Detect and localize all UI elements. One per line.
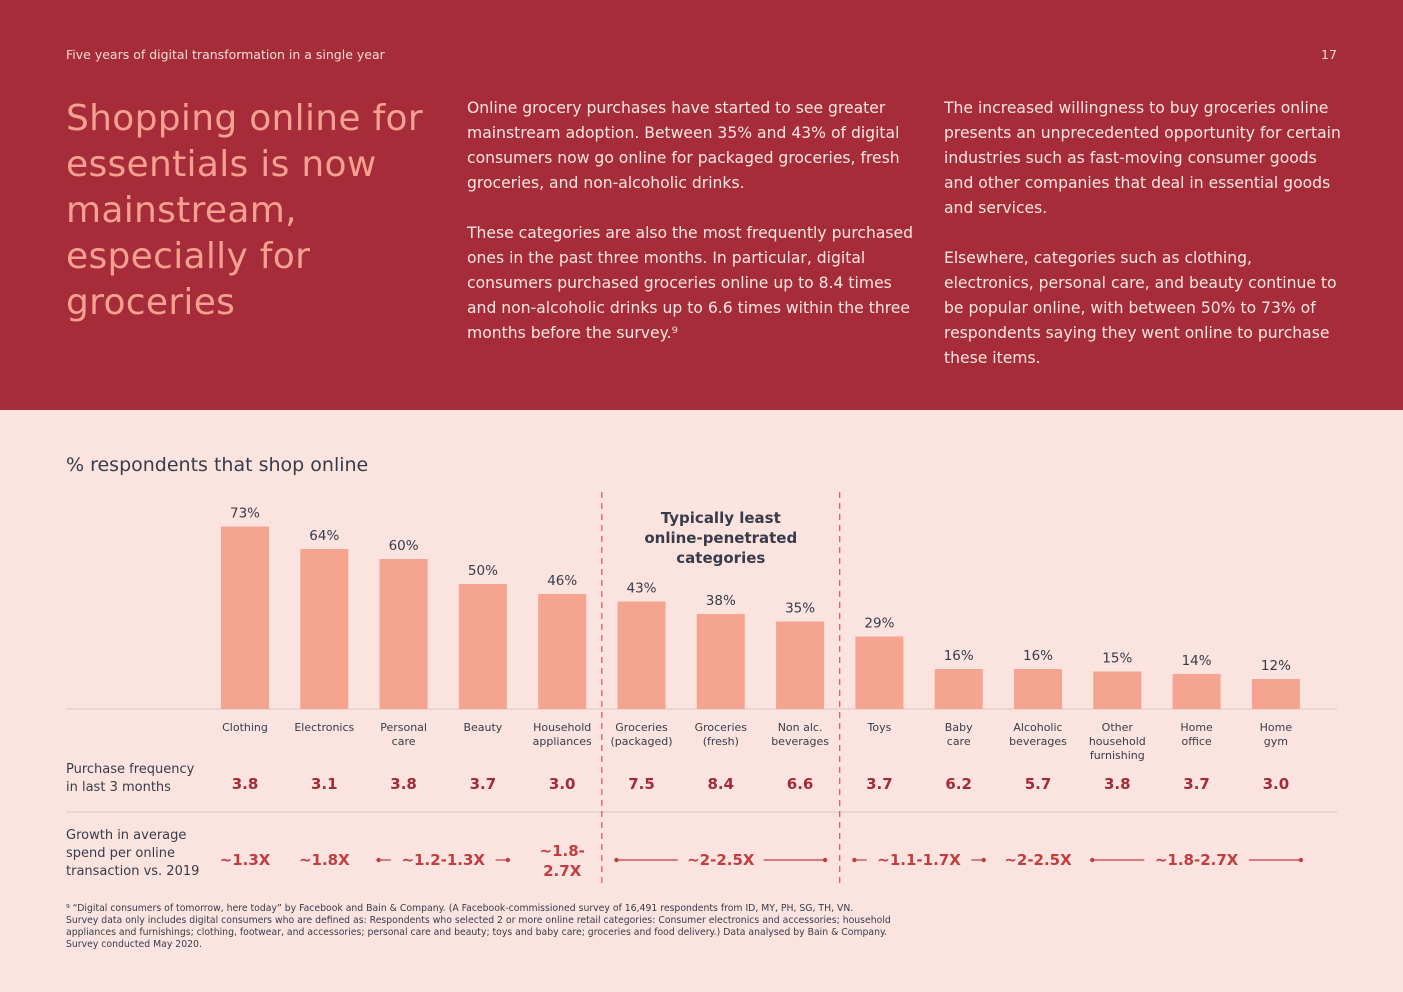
purchase-frequency-value: 8.4: [708, 775, 735, 793]
category-label: Alcoholic beverages: [1009, 721, 1067, 748]
growth-value: ~1.2-1.3X: [401, 851, 485, 869]
category-label: Groceries (packaged): [610, 721, 672, 748]
bar: [696, 614, 745, 709]
bar-value-label: 14%: [1182, 653, 1212, 669]
category-label: Toys: [866, 721, 891, 734]
bar: [1251, 679, 1300, 709]
footnote-line: ⁹ “Digital consumers of tomorrow, here t…: [66, 903, 854, 914]
range-bracket-dot: [1298, 857, 1304, 863]
page-headline: Shopping online for essentials is now ma…: [66, 98, 423, 323]
footnote-line: Survey data only includes digital consum…: [66, 915, 891, 926]
bar-value-label: 43%: [626, 581, 656, 597]
bar-value-label: 73%: [230, 506, 260, 522]
bar: [221, 526, 269, 709]
highlight-label: Typically least online-penetrated categori…: [644, 509, 797, 567]
row-label-purchase-frequency: Purchase frequency in last 3 months: [66, 762, 195, 795]
paragraph: The increased willingness to buy groceri…: [944, 99, 1341, 217]
category-label: Personal care: [380, 721, 427, 748]
bar: [379, 559, 428, 709]
bar-value-label: 16%: [1023, 648, 1053, 664]
range-bracket-dot: [981, 857, 986, 863]
purchase-frequency-value: 3.8: [390, 775, 417, 793]
bar: [1093, 671, 1142, 709]
bar: [1014, 669, 1062, 709]
bar: [300, 549, 349, 709]
row-label-growth: Growth in average spend per online transac…: [66, 828, 199, 879]
growth-value: ~1.8X: [299, 851, 350, 869]
purchase-frequency-value: 3.8: [232, 775, 259, 793]
category-label: Clothing: [222, 721, 268, 734]
purchase-frequency-value: 3.0: [1263, 775, 1290, 793]
bar-value-label: 38%: [706, 593, 736, 609]
category-label: Non alc. beverages: [771, 721, 829, 748]
bar-value-label: 15%: [1102, 651, 1132, 667]
growth-value: ~1.1-1.7X: [877, 851, 961, 869]
growth-value: ~1.8-2.7X: [1155, 851, 1239, 869]
range-bracket-dot: [376, 857, 381, 863]
bar: [934, 669, 983, 709]
bar: [776, 621, 825, 709]
bar-value-label: 16%: [944, 648, 974, 664]
bar: [617, 601, 666, 709]
growth-value: ~2-2.5X: [1004, 851, 1072, 869]
body-column-1: Online grocery purchases have started to…: [467, 96, 917, 371]
bar-value-label: 29%: [864, 616, 894, 632]
category-label: Household appliances: [533, 721, 592, 748]
footnote: ⁹ “Digital consumers of tomorrow, here t…: [66, 903, 956, 951]
purchase-frequency-value: 3.7: [866, 775, 893, 793]
purchase-frequency-value: 3.8: [1104, 775, 1131, 793]
paragraph: Elsewhere, categories such as clothing, …: [944, 249, 1337, 367]
header-band: Five years of digital transformation in …: [0, 0, 1403, 410]
bar: [855, 636, 904, 709]
report-title: Five years of digital transformation in …: [66, 47, 385, 62]
category-label: Home gym: [1260, 721, 1293, 748]
purchase-frequency-value: 3.0: [549, 775, 576, 793]
page-number: 17: [1321, 47, 1337, 62]
bar-value-label: 50%: [468, 563, 498, 579]
purchase-frequency-value: 7.5: [628, 775, 655, 793]
footnote-line: appliances and furnishings; clothing, fo…: [66, 927, 888, 938]
bar-value-label: 12%: [1261, 658, 1291, 674]
range-bracket-dot: [852, 857, 857, 863]
purchase-frequency-value: 5.7: [1025, 775, 1052, 793]
bar: [458, 584, 507, 709]
bar-value-label: 35%: [785, 601, 815, 617]
growth-value: ~1.3X: [220, 851, 271, 869]
purchase-frequency-value: 3.7: [1183, 775, 1210, 793]
bar-value-label: 60%: [389, 538, 419, 554]
body-column-2: The increased willingness to buy groceri…: [944, 96, 1344, 396]
category-label: Electronics: [294, 721, 354, 734]
range-bracket-dot: [505, 857, 511, 863]
bar: [538, 594, 587, 709]
category-label: Other household furnishing: [1089, 721, 1146, 762]
range-bracket-dot: [614, 857, 619, 863]
footnote-line: Survey conducted May 2020.: [66, 939, 202, 950]
bar-value-label: 46%: [547, 573, 577, 589]
bar: [1172, 674, 1221, 709]
chart-title: % respondents that shop online: [66, 454, 369, 476]
growth-value: ~1.8-2.7X: [540, 842, 585, 880]
paragraph: These categories are also the most frequ…: [467, 224, 914, 342]
category-label: Beauty: [463, 721, 502, 734]
range-bracket-dot: [1090, 857, 1095, 863]
range-bracket-dot: [822, 857, 828, 863]
purchase-frequency-value: 6.2: [945, 775, 972, 793]
category-label: Baby care: [945, 721, 973, 748]
paragraph: Online grocery purchases have started to…: [467, 99, 900, 192]
purchase-frequency-value: 6.6: [787, 775, 814, 793]
bar-chart: Typically least online-penetrated categori…: [66, 492, 1337, 885]
category-label: Home office: [1180, 721, 1213, 748]
growth-value: ~2-2.5X: [687, 851, 755, 869]
category-label: Groceries (fresh): [695, 721, 748, 748]
bar-value-label: 64%: [309, 528, 339, 544]
purchase-frequency-value: 3.7: [470, 775, 497, 793]
purchase-frequency-value: 3.1: [311, 775, 338, 793]
